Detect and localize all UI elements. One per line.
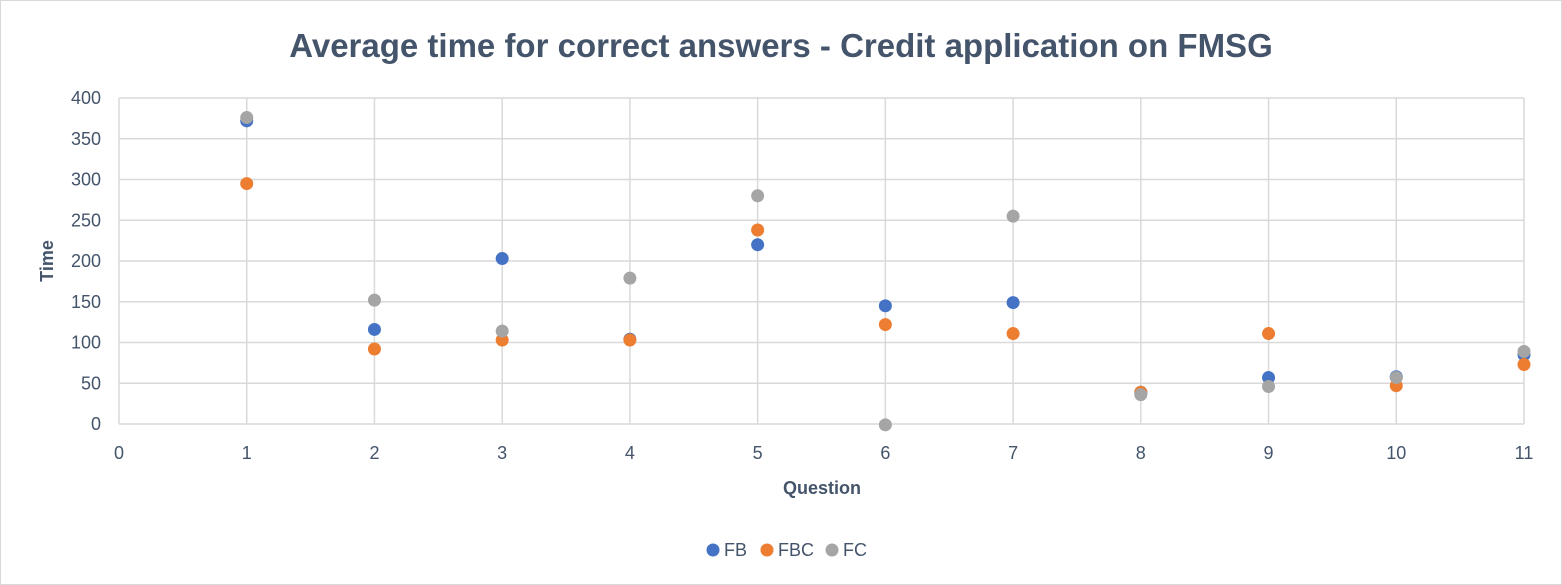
grid <box>118 97 1525 425</box>
y-tick-label: 300 <box>71 170 101 190</box>
data-point <box>367 293 381 307</box>
data-point <box>1262 327 1276 341</box>
data-point <box>1262 380 1276 394</box>
x-axis-title: Question <box>783 478 861 498</box>
y-tick-label: 200 <box>71 251 101 271</box>
x-tick-label: 3 <box>497 443 507 463</box>
legend-item-fbc: FBC <box>760 540 814 560</box>
legend-label: FC <box>843 540 867 560</box>
data-point <box>240 177 254 191</box>
axis-ticks: 0 50 100 150 200 250 300 350 400 0 1 2 3 4 5 6 7 8 9 10 11 <box>71 88 1533 463</box>
x-tick-label: 4 <box>625 443 635 463</box>
x-tick-label: 11 <box>1515 443 1534 463</box>
data-points <box>240 111 1531 432</box>
x-tick-label: 10 <box>1386 443 1406 463</box>
data-point <box>367 342 381 356</box>
y-tick-label: 250 <box>71 210 101 230</box>
legend-marker <box>760 543 774 557</box>
data-point <box>751 223 765 237</box>
data-point <box>495 252 509 266</box>
x-tick-label: 2 <box>369 443 379 463</box>
legend-label: FB <box>724 540 747 560</box>
legend-marker <box>706 543 720 557</box>
chart-title: Average time for correct answers - Credi… <box>289 27 1273 64</box>
data-point <box>495 324 509 338</box>
data-point <box>1517 358 1531 372</box>
data-point <box>878 418 892 432</box>
data-point <box>878 299 892 313</box>
legend-label: FBC <box>778 540 814 560</box>
data-point <box>1006 296 1020 310</box>
data-point <box>1006 327 1020 341</box>
data-point <box>623 333 637 347</box>
data-point <box>367 322 381 336</box>
x-tick-label: 6 <box>880 443 890 463</box>
data-point <box>623 271 637 285</box>
data-point <box>1134 388 1148 402</box>
series-fbc <box>240 177 1531 399</box>
y-tick-label: 0 <box>91 414 101 434</box>
y-tick-label: 50 <box>81 373 101 393</box>
data-point <box>751 238 765 252</box>
data-point <box>1006 209 1020 223</box>
data-point <box>240 111 254 125</box>
x-tick-label: 9 <box>1264 443 1274 463</box>
x-tick-label: 7 <box>1008 443 1018 463</box>
series-fc <box>240 111 1531 432</box>
y-tick-label: 100 <box>71 333 101 353</box>
legend-item-fc: FC <box>825 540 867 560</box>
data-point <box>1262 371 1276 385</box>
data-point <box>495 333 509 347</box>
data-point <box>1517 344 1531 358</box>
y-tick-label: 350 <box>71 129 101 149</box>
y-tick-label: 150 <box>71 292 101 312</box>
legend-marker <box>825 543 839 557</box>
data-point <box>878 318 892 332</box>
y-tick-label: 400 <box>71 88 101 108</box>
x-tick-label: 0 <box>114 443 124 463</box>
data-point <box>751 189 765 203</box>
legend: FB FBC FC <box>706 540 867 560</box>
legend-item-fb: FB <box>706 540 747 560</box>
x-tick-label: 1 <box>242 443 252 463</box>
data-point <box>1389 371 1403 385</box>
x-tick-label: 5 <box>753 443 763 463</box>
x-tick-label: 8 <box>1136 443 1146 463</box>
y-axis-title: Time <box>37 240 57 282</box>
